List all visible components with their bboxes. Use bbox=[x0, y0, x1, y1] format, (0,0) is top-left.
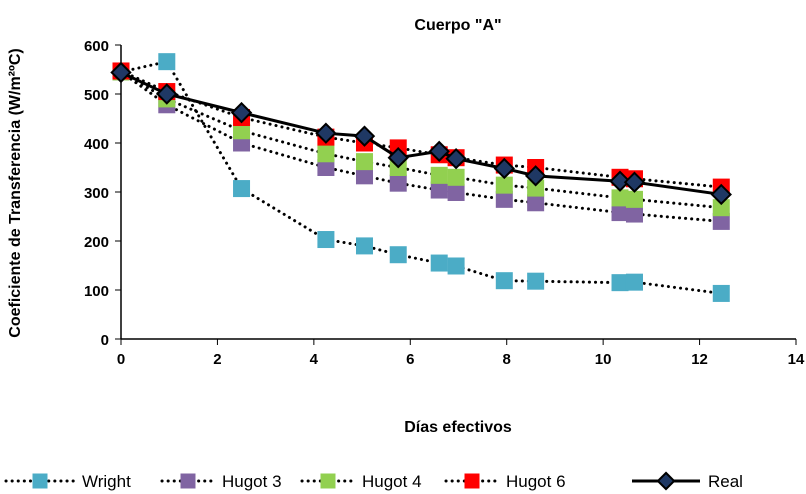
legend-marker-hugot-6 bbox=[464, 473, 480, 489]
legend-marker-hugot-4 bbox=[320, 473, 336, 489]
x-tick-label: 2 bbox=[213, 351, 221, 368]
data-point-real bbox=[524, 165, 547, 187]
data-point-hugot-4 bbox=[611, 189, 629, 207]
data-point-hugot-4 bbox=[527, 179, 545, 197]
legend-item-hugot-3: Hugot 3 bbox=[160, 472, 282, 491]
series-real bbox=[110, 61, 732, 206]
x-tick-label: 4 bbox=[310, 351, 319, 368]
y-tick-label: 200 bbox=[84, 234, 109, 251]
data-point-wright bbox=[389, 246, 407, 264]
data-point-wright bbox=[317, 231, 335, 249]
data-point-hugot-3 bbox=[430, 181, 448, 199]
data-point-hugot-3 bbox=[355, 167, 373, 185]
series-layer bbox=[110, 53, 732, 302]
y-axis-label: Coeficiente de Transferencia (W/m²ºC) bbox=[7, 48, 24, 337]
data-point-hugot-3 bbox=[611, 204, 629, 222]
data-point-hugot-4 bbox=[495, 176, 513, 194]
legend-label-wright: Wright bbox=[82, 472, 131, 491]
data-point-real bbox=[710, 183, 732, 206]
data-point-hugot-3 bbox=[389, 174, 407, 192]
x-tick-label: 14 bbox=[788, 351, 805, 368]
data-point-wright bbox=[495, 272, 513, 290]
legend-marker-hugot-3 bbox=[180, 473, 196, 489]
data-point-hugot-4 bbox=[317, 145, 335, 163]
series-line-hugot-6 bbox=[119, 69, 723, 189]
data-point-wright bbox=[712, 284, 730, 302]
data-point-real bbox=[387, 147, 409, 169]
legend-label-hugot-6: Hugot 6 bbox=[506, 472, 566, 491]
data-point-hugot-3 bbox=[495, 190, 513, 208]
data-point-hugot-4 bbox=[712, 199, 730, 217]
data-point-wright bbox=[158, 53, 176, 71]
data-point-hugot-4 bbox=[625, 190, 643, 208]
legend-item-real: Real bbox=[632, 471, 743, 491]
legend-marker-wright bbox=[32, 473, 48, 489]
data-point-hugot-4 bbox=[430, 166, 448, 184]
series-hugot-4 bbox=[112, 63, 730, 217]
data-point-hugot-4 bbox=[233, 122, 251, 140]
y-tick-label: 100 bbox=[84, 283, 109, 300]
legend: Wright Hugot 3 Hugot 4 Hugot 6 Real bbox=[4, 471, 743, 491]
data-point-hugot-3 bbox=[712, 212, 730, 230]
series-wright bbox=[112, 53, 730, 302]
x-tick-label: 0 bbox=[117, 351, 125, 368]
legend-label-hugot-4: Hugot 4 bbox=[362, 472, 422, 491]
legend-label-hugot-3: Hugot 3 bbox=[222, 472, 282, 491]
legend-item-wright: Wright bbox=[4, 472, 131, 491]
data-point-wright bbox=[611, 274, 629, 292]
data-point-real bbox=[623, 171, 646, 193]
data-point-wright bbox=[447, 257, 465, 275]
x-axis-label: Días efectivos bbox=[404, 419, 512, 436]
data-point-hugot-3 bbox=[625, 205, 643, 223]
legend-marker-real bbox=[656, 471, 676, 491]
x-tick-label: 8 bbox=[503, 351, 511, 368]
data-point-wright bbox=[625, 273, 643, 291]
data-point-wright bbox=[233, 180, 251, 198]
data-point-hugot-4 bbox=[355, 153, 373, 171]
x-tick-label: 10 bbox=[595, 351, 612, 368]
y-tick-label: 600 bbox=[84, 38, 109, 55]
data-point-real bbox=[230, 101, 253, 124]
data-point-real bbox=[428, 140, 450, 163]
data-point-wright bbox=[430, 254, 448, 272]
x-tick-label: 6 bbox=[406, 351, 414, 368]
data-point-real bbox=[493, 157, 515, 180]
y-tick-label: 500 bbox=[84, 87, 109, 104]
x-tick-label: 12 bbox=[691, 351, 708, 368]
y-tick-label: 300 bbox=[84, 185, 109, 202]
legend-label-real: Real bbox=[708, 472, 743, 491]
data-point-real bbox=[110, 61, 132, 84]
data-point-real bbox=[353, 125, 376, 147]
axes: 0 100 200 300 400 500 600 0 2 4 6 8 10 12 14 bbox=[84, 38, 805, 368]
chart-title: Cuerpo "A" bbox=[414, 17, 501, 34]
legend-item-hugot-4: Hugot 4 bbox=[300, 472, 422, 491]
data-point-real bbox=[445, 147, 467, 170]
data-point-hugot-4 bbox=[447, 168, 465, 186]
data-point-real bbox=[609, 170, 631, 192]
data-point-wright bbox=[355, 237, 373, 255]
data-point-hugot-3 bbox=[527, 194, 545, 212]
data-point-wright bbox=[527, 272, 545, 290]
y-tick-label: 400 bbox=[84, 136, 109, 153]
legend-item-hugot-6: Hugot 6 bbox=[444, 472, 566, 491]
data-point-real bbox=[156, 83, 178, 105]
data-point-hugot-3 bbox=[447, 183, 465, 201]
data-point-real bbox=[315, 122, 337, 144]
y-tick-label: 0 bbox=[101, 332, 109, 349]
data-point-hugot-3 bbox=[317, 159, 335, 176]
